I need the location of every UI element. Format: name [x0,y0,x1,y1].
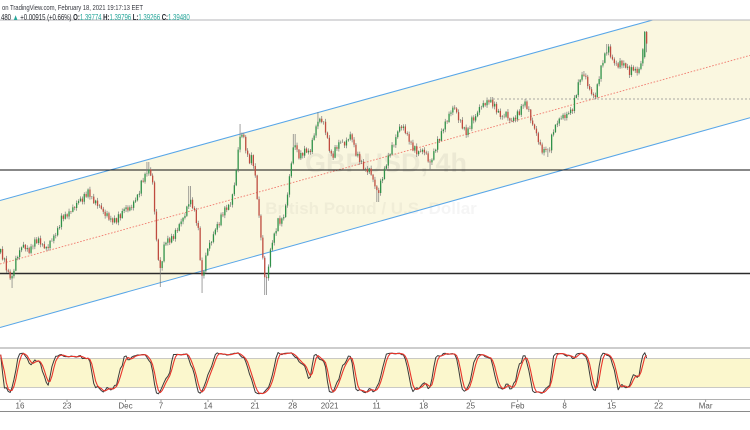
close-value: 1.39480 [168,12,190,22]
time-axis-label: Mar [699,401,713,410]
up-candles [0,31,646,279]
high-value: 1.39796 [109,12,132,22]
time-axis-label: 18 [419,401,428,410]
time-axis-label: 21 [251,401,260,410]
close-label: C: [161,12,169,22]
time-axis-label: 7 [159,401,164,410]
channel-fill [0,20,750,328]
time-axis-label: Dec [118,401,132,410]
time-axis-label: 23 [63,401,72,410]
open-value: 1.39774 [79,12,102,22]
time-axis-label: 16 [16,401,25,410]
time-axis-label: 28 [288,401,297,410]
channel-upper-line [0,20,653,202]
low-value: 1.39266 [138,12,161,22]
main-pane: GBPUSD, 4h British Pound / U.S. Dollar [0,20,750,329]
watermark-symbol: GBPUSD, 4h [305,148,467,178]
open-label: O: [73,12,80,22]
price-change: +0.00915 (+0.66%) [20,12,72,22]
low-label: L: [132,12,139,22]
time-axis-label: 8 [562,401,567,410]
stoch-d-line [0,352,648,395]
attribution-text: on TradingView.com, February 18, 2021 19… [2,2,143,12]
high-label: H: [103,12,110,22]
time-axis-label: 11 [372,401,381,410]
time-axis-label: 22 [654,401,663,410]
time-axis-label: 2021 [321,401,339,410]
up-arrow-icon: ▲ [12,12,19,22]
price-fragment: 480 [1,12,12,22]
time-axis-label: 25 [466,401,475,410]
time-axis-label: Feb [511,401,525,410]
watermark-description: British Pound / U.S. Dollar [265,199,477,218]
time-axis-label: 15 [607,401,616,410]
channel-lower-line [0,117,750,329]
oscillator-band [0,358,750,388]
ohlc-legend-row: 480 ▲ +0.00915 (+0.66%) O:1.39774 H:1.39… [1,13,190,22]
time-axis-label: 14 [204,401,213,410]
down-candles [1,31,648,279]
